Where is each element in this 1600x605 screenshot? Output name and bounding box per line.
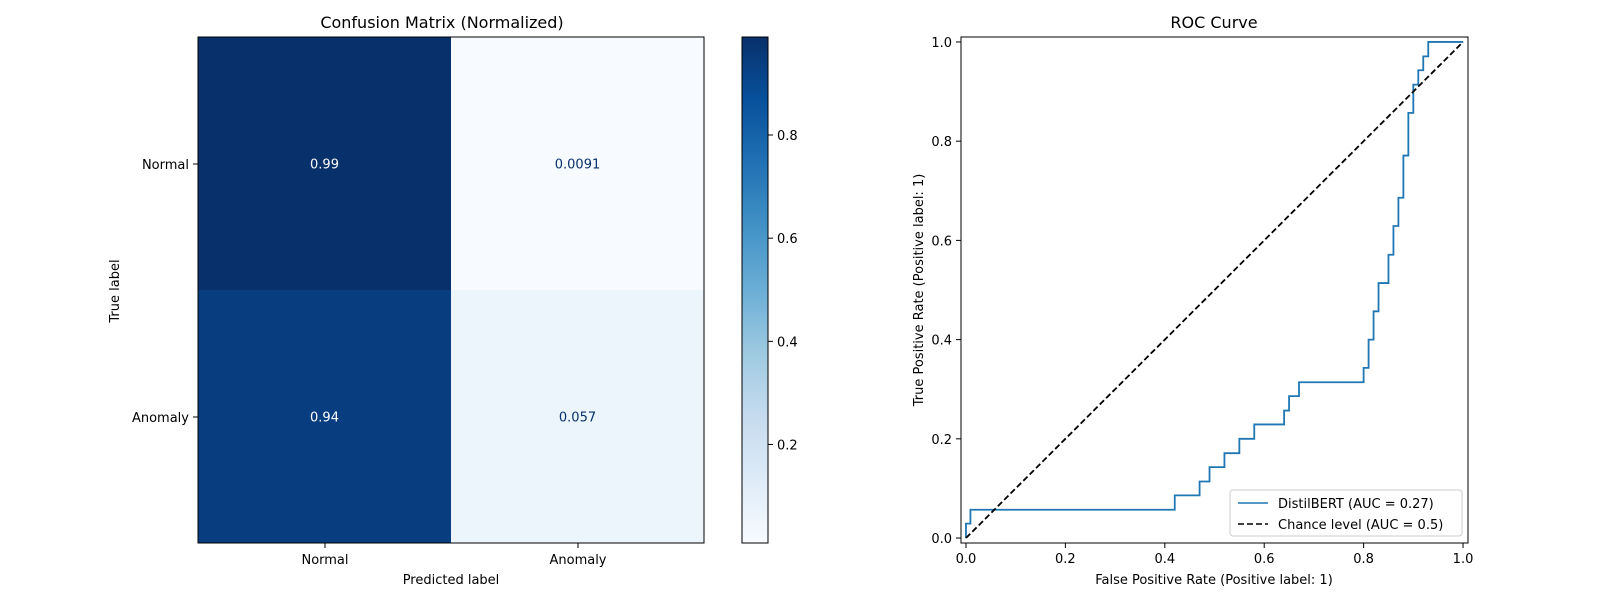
cm-value-label-0-1: 0.0091 bbox=[555, 158, 601, 173]
cm-xlabel: Predicted label bbox=[403, 573, 500, 588]
roc-xtick-label-1: 0.2 bbox=[1055, 552, 1076, 567]
legend-label-chance: Chance level (AUC = 0.5) bbox=[1278, 518, 1443, 533]
roc-frame bbox=[960, 36, 1469, 544]
colorbar-tick-label-2: 0.6 bbox=[777, 232, 798, 247]
roc-line-distilbert bbox=[965, 41, 1464, 539]
roc-lines bbox=[965, 41, 1464, 539]
roc-line-chance bbox=[965, 41, 1464, 539]
roc-legend: DistilBERT (AUC = 0.27) Chance level (AU… bbox=[1229, 489, 1463, 537]
cm-cells: 0.99 0.0091 0.94 0.057 bbox=[198, 37, 704, 543]
roc-xtick-label-2: 0.4 bbox=[1154, 552, 1175, 567]
cm-cell-1-1 bbox=[451, 290, 704, 543]
colorbar-tick-label-0: 0.2 bbox=[777, 439, 798, 454]
confusion-matrix-panel: Confusion Matrix (Normalized) 0.99 0.0091… bbox=[108, 13, 798, 588]
cm-title: Confusion Matrix (Normalized) bbox=[320, 13, 563, 32]
cm-cell-1-0 bbox=[198, 290, 451, 543]
roc-xtick-label-0: 0.0 bbox=[956, 552, 977, 567]
cm-value-label-1-0: 0.94 bbox=[310, 411, 339, 426]
cm-value-label-0-0: 0.99 bbox=[310, 158, 339, 173]
roc-xtick-label-5: 1.0 bbox=[1453, 552, 1474, 567]
roc-ytick-label-3: 0.6 bbox=[931, 234, 952, 249]
roc-panel: ROC Curve 0.0 0.2 0.4 0.6 0.8 1.0 0.0 0.2 0.4 0.6… bbox=[912, 13, 1473, 588]
roc-xtick-label-4: 0.8 bbox=[1353, 552, 1374, 567]
legend-box bbox=[1229, 489, 1463, 537]
colorbar-tick-label-3: 0.8 bbox=[777, 129, 798, 144]
roc-xlabel: False Positive Rate (Positive label: 1) bbox=[1095, 573, 1333, 588]
cm-frame bbox=[197, 36, 705, 544]
cm-ylabel: True label bbox=[108, 259, 123, 323]
roc-ylabel: True Positive Rate (Positive label: 1) bbox=[912, 174, 927, 408]
cm-cell-0-0 bbox=[198, 37, 451, 290]
cm-value-label-1-1: 0.057 bbox=[559, 411, 596, 426]
roc-ticks: 0.0 0.2 0.4 0.6 0.8 1.0 0.0 0.2 0.4 0.6 0.8 1.0 bbox=[931, 36, 1473, 567]
cm-cell-0-1 bbox=[451, 37, 704, 290]
roc-ytick-label-4: 0.8 bbox=[931, 135, 952, 150]
cm-xtick-label-normal: Normal bbox=[301, 553, 348, 568]
cm-ytick-label-anomaly: Anomaly bbox=[132, 411, 189, 426]
roc-ytick-label-5: 1.0 bbox=[931, 36, 952, 51]
cm-xtick-label-anomaly: Anomaly bbox=[549, 553, 606, 568]
roc-ytick-label-0: 0.0 bbox=[931, 532, 952, 547]
colorbar-tick-label-1: 0.4 bbox=[777, 335, 798, 350]
legend-label-distilbert: DistilBERT (AUC = 0.27) bbox=[1278, 497, 1434, 512]
colorbar bbox=[741, 36, 769, 544]
roc-title: ROC Curve bbox=[1170, 13, 1257, 32]
roc-ytick-label-2: 0.4 bbox=[931, 334, 952, 349]
cm-ytick-label-normal: Normal bbox=[142, 158, 189, 173]
colorbar-ticks: 0.2 0.4 0.6 0.8 bbox=[768, 129, 798, 454]
roc-ytick-label-1: 0.2 bbox=[931, 433, 952, 448]
roc-xtick-label-3: 0.6 bbox=[1254, 552, 1275, 567]
